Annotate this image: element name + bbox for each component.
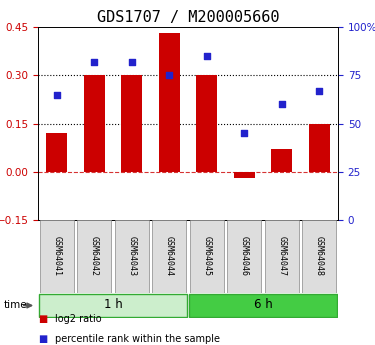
Bar <box>234 172 255 178</box>
Bar <box>122 75 142 172</box>
Text: percentile rank within the sample: percentile rank within the sample <box>55 334 220 344</box>
Bar <box>77 220 111 293</box>
Bar <box>302 220 336 293</box>
Point <box>91 59 97 65</box>
Bar <box>159 33 180 172</box>
Text: GSM64043: GSM64043 <box>127 237 136 276</box>
Bar <box>40 220 74 293</box>
Bar <box>190 220 224 293</box>
Point <box>54 92 60 97</box>
Bar <box>115 220 148 293</box>
Point <box>166 72 172 78</box>
Bar <box>265 220 298 293</box>
Text: GSM64045: GSM64045 <box>202 237 211 276</box>
Bar <box>39 294 187 317</box>
Bar <box>152 220 186 293</box>
Text: 6 h: 6 h <box>254 298 272 312</box>
Text: GSM64044: GSM64044 <box>165 237 174 276</box>
Text: GSM64046: GSM64046 <box>240 237 249 276</box>
Text: GSM64048: GSM64048 <box>315 237 324 276</box>
Bar <box>84 75 105 172</box>
Bar <box>189 294 337 317</box>
Text: GSM64041: GSM64041 <box>52 237 61 276</box>
Text: log2 ratio: log2 ratio <box>55 314 102 324</box>
Point <box>241 130 247 136</box>
Bar <box>272 149 292 172</box>
Text: GSM64047: GSM64047 <box>277 237 286 276</box>
Point <box>316 88 322 93</box>
Point <box>279 101 285 107</box>
Point <box>204 53 210 59</box>
Text: 1 h: 1 h <box>104 298 122 312</box>
Text: time: time <box>4 300 27 310</box>
Text: ■: ■ <box>38 334 47 344</box>
Bar <box>196 75 217 172</box>
Text: ■: ■ <box>38 314 47 324</box>
Point <box>129 59 135 65</box>
Bar <box>309 124 330 172</box>
Bar <box>46 133 67 172</box>
Text: GDS1707 / M200005660: GDS1707 / M200005660 <box>97 10 279 25</box>
Bar <box>227 220 261 293</box>
Text: GSM64042: GSM64042 <box>90 237 99 276</box>
